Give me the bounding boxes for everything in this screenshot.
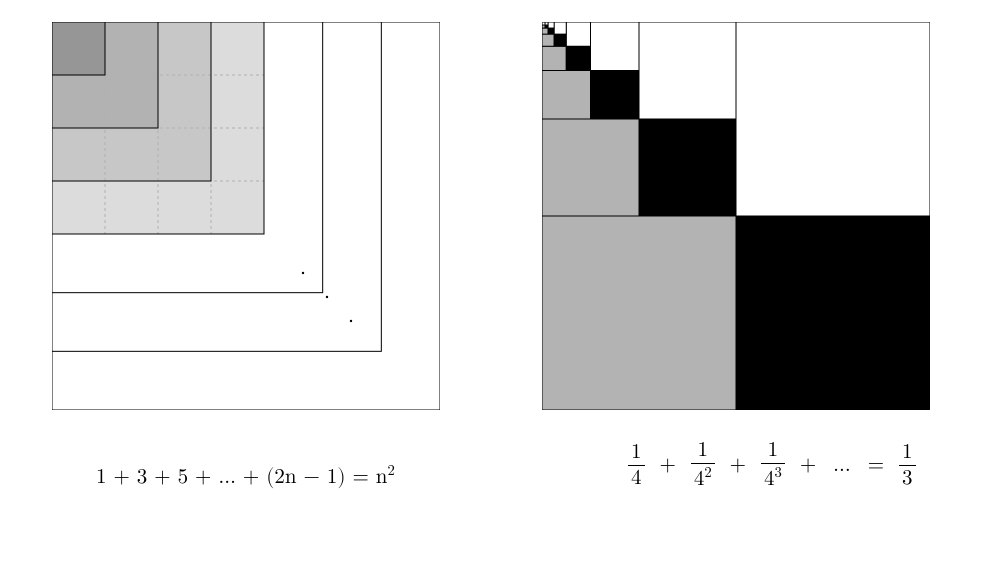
fraction-2: 1 42 xyxy=(691,438,715,492)
odd-sum-formula: 1 + 3 + 5 + … + (2n − 1) = n2 xyxy=(96,462,395,490)
geometric-series-diagram xyxy=(542,22,930,410)
odd-sum-svg xyxy=(52,22,440,410)
plus-1: + xyxy=(659,455,675,476)
equals: = xyxy=(868,455,884,476)
geometric-series-formula: 1 4 + 1 42 + 1 43 + … = 1 3 xyxy=(625,438,919,492)
fraction-3: 1 43 xyxy=(761,438,785,492)
plus-3: + xyxy=(800,455,816,476)
geometric-series-svg xyxy=(542,22,930,410)
fraction-1: 1 4 xyxy=(628,440,645,491)
formula-lhs: 1 + 3 + 5 + … + (2n − 1) = n xyxy=(96,467,387,488)
formula-exp: 2 xyxy=(387,463,394,478)
fraction-rhs: 1 3 xyxy=(899,440,916,491)
ellipsis: … xyxy=(833,455,851,476)
odd-sum-diagram xyxy=(52,22,440,410)
plus-2: + xyxy=(730,455,746,476)
